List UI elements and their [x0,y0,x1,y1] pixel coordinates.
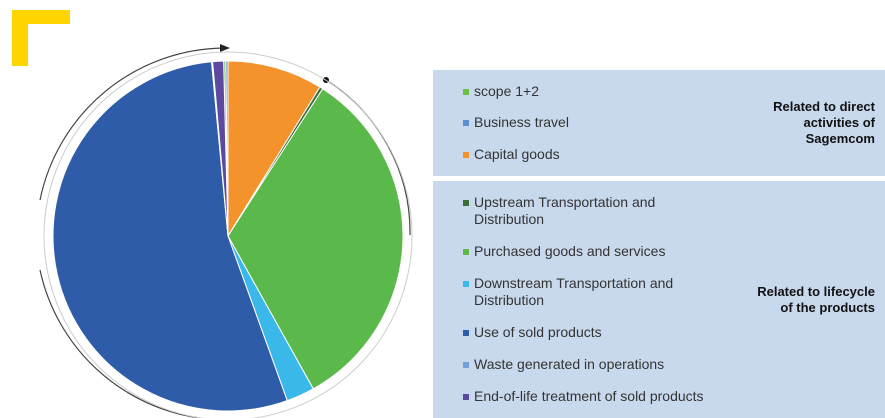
legend-label: Use of sold products [474,323,602,340]
arc-arrow [39,269,201,418]
arc-arrow [39,47,226,201]
legend-item: Capital goods [463,146,753,163]
legend-item: Business travel [463,114,753,131]
legend-group: scope 1+2 Business travel Capital goods Rel… [433,70,885,176]
slices [52,60,404,412]
legend-swatch [463,393,469,400]
pie-slice [212,60,229,237]
legend-item: Use of sold products [463,324,753,341]
legend-label: Purchased goods and services [474,243,666,260]
legend-group: Upstream Transportation and Distribution… [433,181,885,418]
legend-swatch [463,151,469,158]
legend-swatch [463,361,469,368]
legend-swatch [463,120,469,127]
legend-item: scope 1+2 [463,83,753,100]
legend-item: Downstream Transportation and Distributi… [463,275,753,309]
legend-swatch [463,89,469,96]
legend-label: scope 1+2 [474,83,539,100]
legend-item: Waste generated in operations [463,356,753,373]
legend-item: Purchased goods and services [463,243,753,260]
legend-swatch [463,281,469,288]
legend-label: Downstream Transportation and Distributi… [474,275,674,309]
legend-label: Waste generated in operations [474,355,665,372]
legend-item: Upstream Transportation and Distribution [463,194,753,228]
legend-items: scope 1+2 Business travel Capital goods [463,76,753,170]
legend-label: Business travel [474,114,569,131]
pie-slice [227,60,321,238]
group-label: Related to direct activities of Sagemcom [773,99,875,146]
legend-item: End-of-life treatment of sold products [463,388,753,405]
corner-logo [12,10,70,66]
legend-label: End-of-life treatment of sold products [474,387,704,404]
arrow-head [220,44,230,52]
group-label-box: Related to direct activities of Sagemcom [753,76,875,170]
legend-swatch [463,329,469,336]
legend-swatch [463,200,469,207]
pie-ring [43,51,413,418]
legend-swatch [463,249,469,256]
legend-label: Capital goods [474,145,560,162]
legend-items: Upstream Transportation and Distribution… [463,187,753,412]
pie-slice [52,61,288,412]
group-label: Related to lifecycle of the products [757,283,875,315]
legend-label: Upstream Transportation and Distribution [474,194,656,228]
group-label-box: Related to lifecycle of the products [753,187,875,412]
